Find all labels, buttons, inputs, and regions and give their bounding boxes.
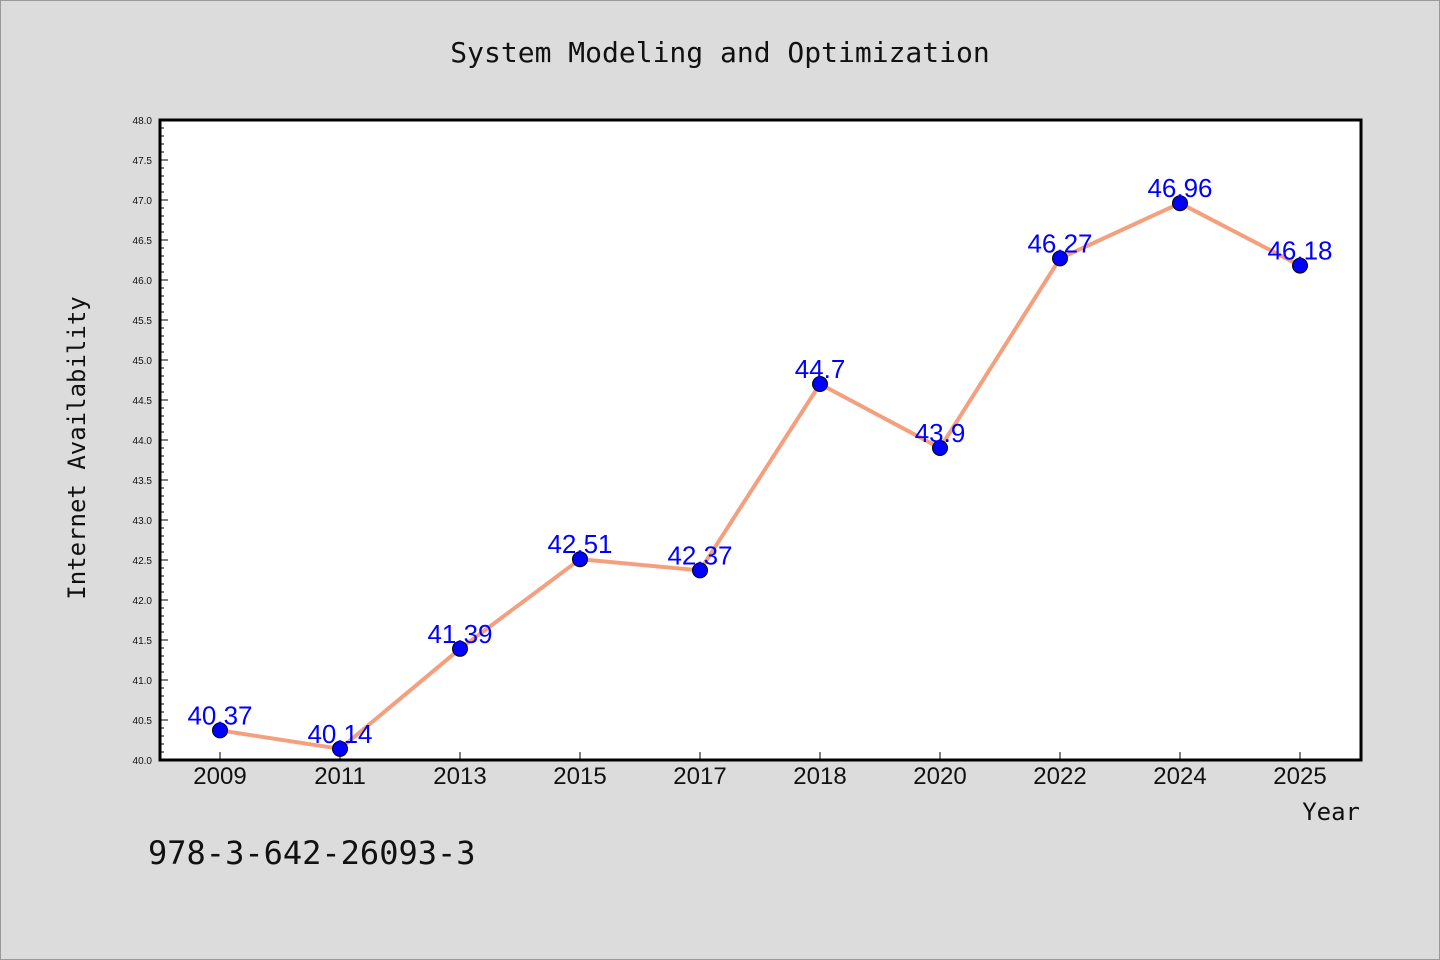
y-tick-label: 40.5 — [133, 716, 153, 727]
x-tick-label: 2011 — [314, 763, 366, 790]
x-tick-label: 2015 — [553, 763, 606, 790]
plot-area — [160, 120, 1361, 760]
series-line — [218, 201, 1302, 751]
isbn-text: 978-3-642-26093-3 — [148, 834, 476, 872]
data-labels: 40.37 40.14 41.39 42.51 42.37 44.7 43.9 46.27 46… — [187, 173, 1332, 749]
x-axis-label: Year — [1302, 798, 1360, 826]
data-point — [572, 551, 588, 568]
y-tick-label: 42.5 — [133, 556, 153, 567]
data-point — [1292, 257, 1308, 274]
data-label: 46.27 — [1027, 228, 1092, 258]
y-tick-label: 43.0 — [133, 516, 153, 527]
data-points — [212, 195, 1308, 757]
y-tick-label: 41.0 — [133, 676, 153, 687]
data-point — [452, 640, 468, 657]
data-label: 44.7 — [795, 354, 846, 384]
y-tick-label: 41.5 — [133, 636, 153, 647]
data-label: 41.39 — [427, 619, 492, 649]
y-tick-label: 40.0 — [133, 756, 153, 767]
x-tick-label: 2017 — [673, 763, 726, 790]
x-tick-label: 2018 — [793, 763, 846, 790]
x-tick-label: 2020 — [913, 763, 966, 790]
y-tick-label: 44.0 — [133, 436, 153, 447]
data-point — [212, 722, 228, 739]
data-label: 46.18 — [1267, 236, 1332, 266]
data-point — [1052, 250, 1068, 267]
data-label: 42.51 — [547, 529, 612, 559]
x-tick-label: 2013 — [433, 763, 486, 790]
x-axis: 2009 2011 2013 2015 2017 2018 2020 2022 2024 2025 — [193, 752, 1327, 790]
x-tick-label: 2009 — [193, 763, 246, 790]
data-label: 46.96 — [1147, 173, 1212, 203]
x-tick-label: 2025 — [1273, 763, 1326, 790]
y-axis-label: Internet Availability — [63, 296, 91, 599]
data-label: 40.14 — [307, 719, 372, 749]
data-label: 43.9 — [915, 418, 966, 448]
y-tick-label: 44.5 — [133, 396, 153, 407]
y-tick-label: 47.5 — [133, 156, 153, 167]
y-tick-label: 43.5 — [133, 476, 153, 487]
y-tick-label: 46.0 — [133, 276, 153, 287]
plot-border — [158, 118, 1363, 762]
x-tick-label: 2022 — [1033, 763, 1086, 790]
data-point — [692, 562, 708, 579]
y-tick-label: 45.0 — [133, 356, 153, 367]
y-tick-label: 45.5 — [133, 316, 153, 327]
data-point — [1172, 195, 1188, 212]
data-point — [332, 740, 348, 757]
data-point — [932, 440, 948, 456]
y-tick-label: 46.5 — [133, 236, 153, 247]
y-tick-label: 47.0 — [133, 196, 153, 207]
data-label: 40.37 — [187, 700, 252, 730]
data-label: 42.37 — [667, 540, 732, 570]
data-point — [812, 376, 828, 392]
y-tick-label: 42.0 — [133, 596, 153, 607]
chart-title: System Modeling and Optimization — [450, 36, 989, 69]
y-tick-label: 48.0 — [133, 116, 153, 127]
x-tick-label: 2024 — [1153, 763, 1206, 790]
